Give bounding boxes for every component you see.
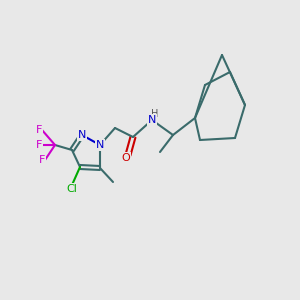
Text: F: F — [36, 125, 42, 135]
Text: N: N — [148, 115, 156, 125]
Text: O: O — [122, 153, 130, 163]
Text: N: N — [78, 130, 86, 140]
Text: F: F — [39, 155, 45, 165]
Text: Cl: Cl — [67, 184, 77, 194]
Text: F: F — [36, 140, 42, 150]
Text: N: N — [96, 140, 104, 150]
Text: H: H — [151, 109, 159, 119]
